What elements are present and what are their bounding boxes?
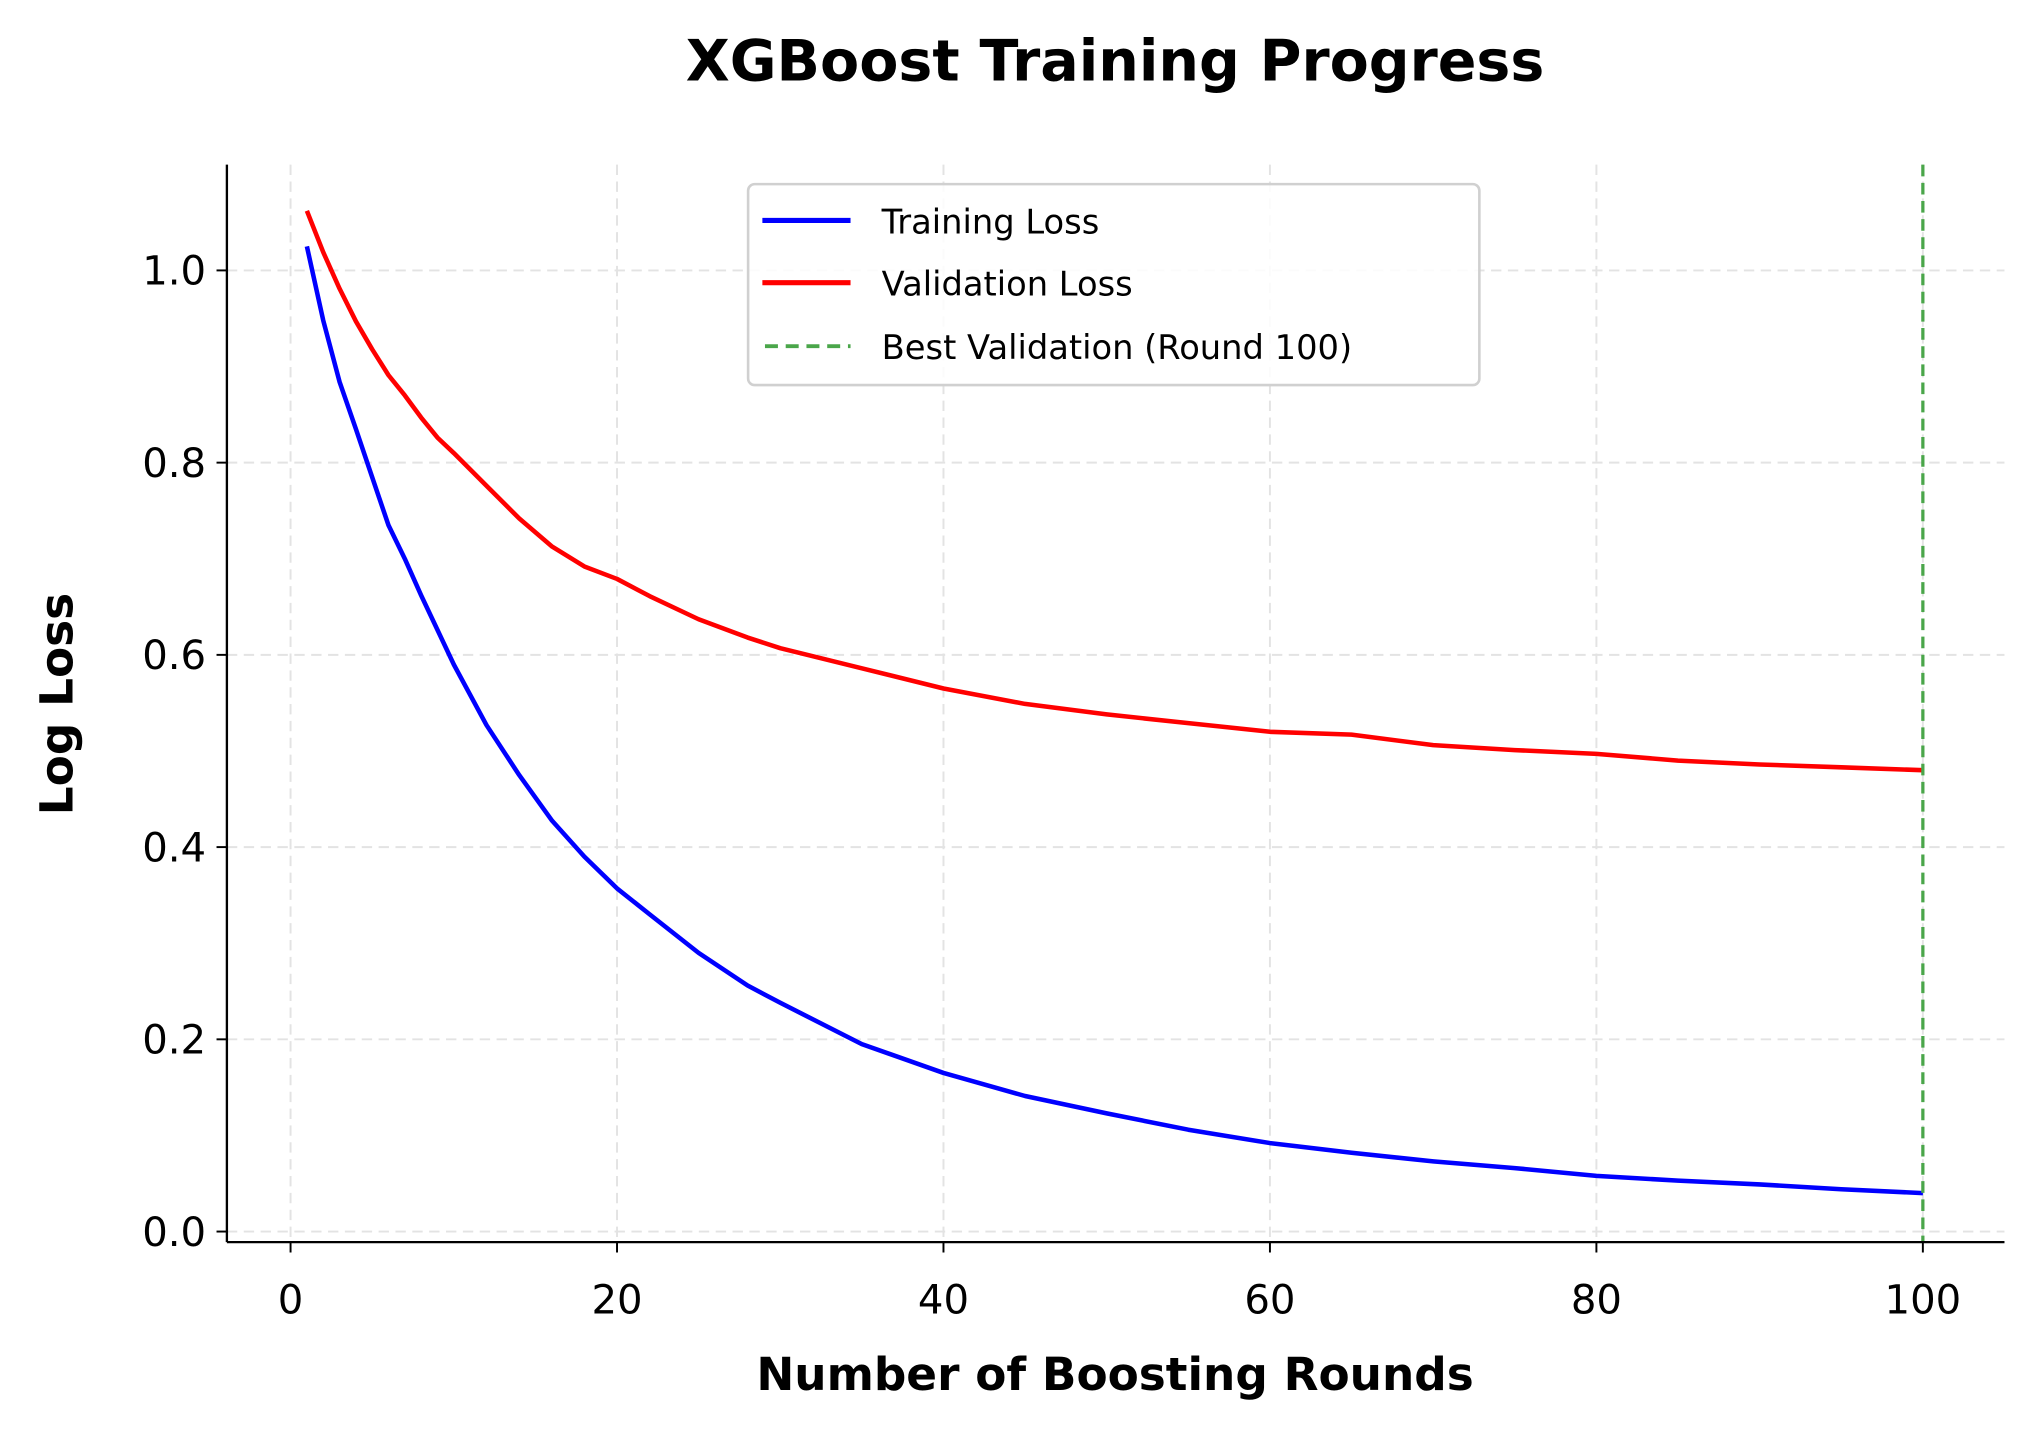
y-axis-label: Log Loss — [31, 593, 84, 815]
y-tick-label: 1.0 — [142, 249, 206, 295]
legend-label-best: Best Validation (Round 100) — [882, 328, 1352, 367]
y-tick-label: 0.2 — [142, 1018, 206, 1064]
legend: Training Loss Validation Loss Best Valid… — [746, 182, 1481, 387]
training-loss-line — [304, 245, 1924, 1196]
y-tick-label: 0.4 — [142, 825, 206, 871]
legend-label-training: Training Loss — [881, 202, 1100, 241]
legend-box — [746, 182, 1481, 387]
chart-title: XGBoost Training Progress — [686, 28, 1545, 94]
x-tick-label: 100 — [1885, 1277, 1962, 1323]
x-tick-label: 40 — [918, 1277, 969, 1323]
y-tick-label: 0.8 — [142, 441, 206, 487]
validation-loss-line — [304, 210, 1924, 773]
x-tick-label: 60 — [1244, 1277, 1295, 1323]
x-tick-label: 0 — [278, 1277, 304, 1323]
y-tick-label: 0.6 — [142, 633, 206, 679]
ticks: 0 20 40 60 80 100 0.0 0.2 0.4 0.6 0.8 1.0 — [142, 249, 1961, 1324]
y-tick-label: 0.0 — [142, 1210, 206, 1256]
x-tick-label: 20 — [591, 1277, 642, 1323]
x-axis-label: Number of Boosting Rounds — [756, 1348, 1473, 1401]
legend-label-validation: Validation Loss — [882, 265, 1133, 304]
axes — [225, 164, 2005, 1244]
series-lines — [304, 164, 1925, 1243]
x-tick-label: 80 — [1571, 1277, 1622, 1323]
